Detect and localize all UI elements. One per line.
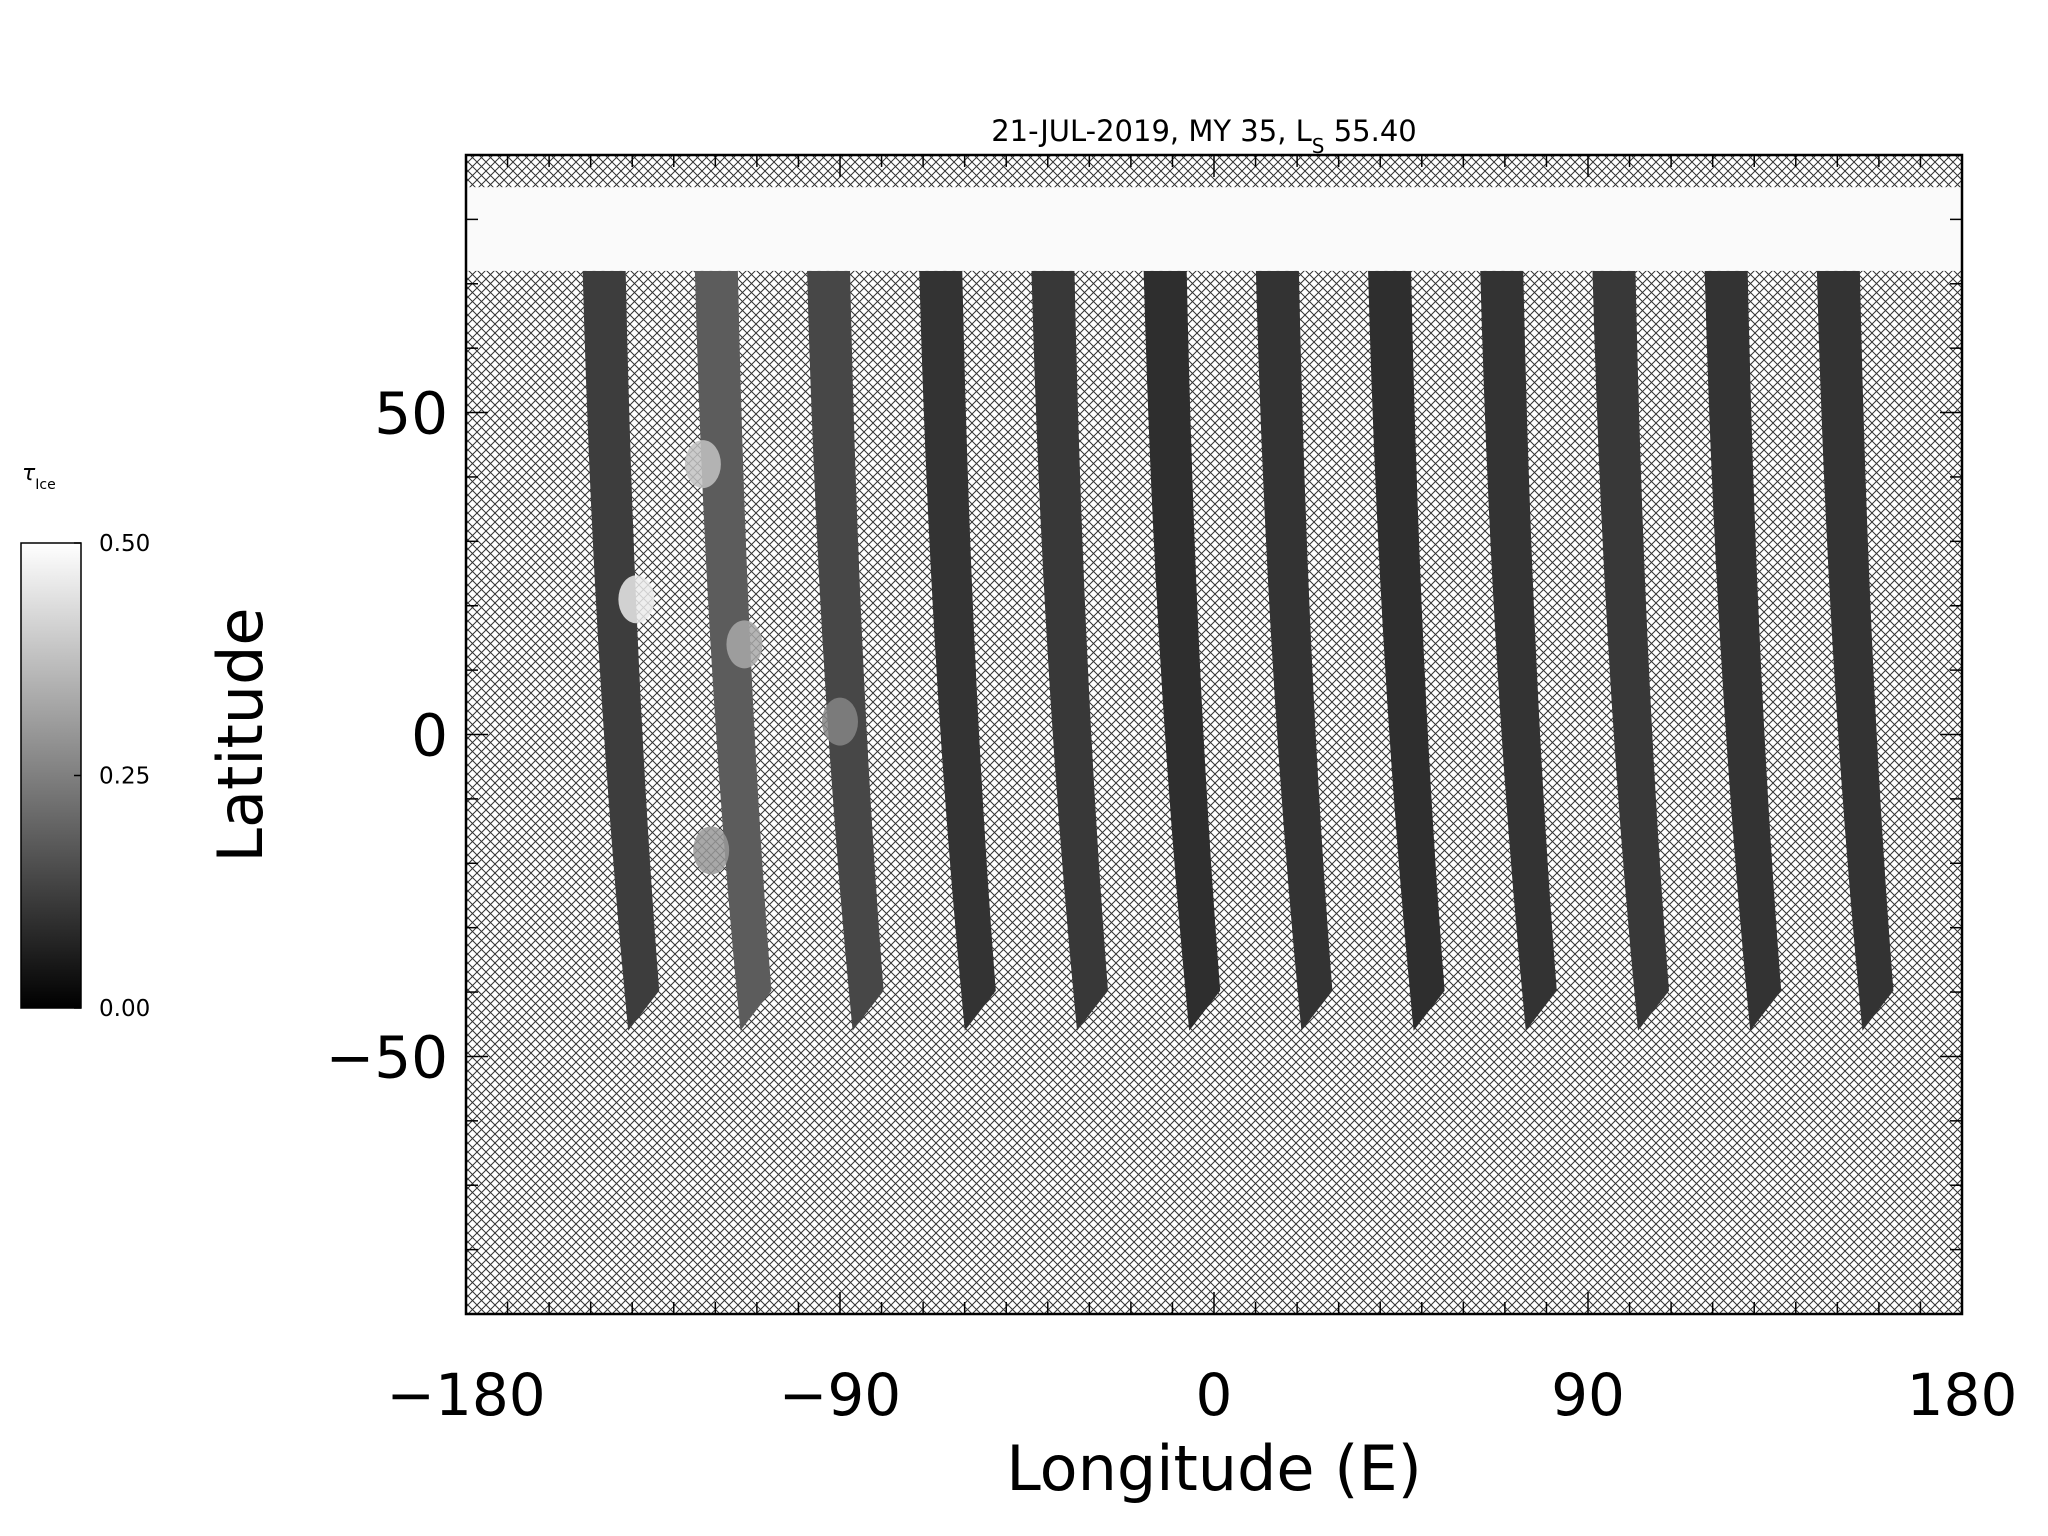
bright-feature-4 bbox=[693, 826, 730, 875]
x-tick-label: 90 bbox=[1551, 1361, 1625, 1429]
chart-title-main: 21-JUL-2019, MY 35, L bbox=[991, 114, 1312, 148]
chart-title: 21-JUL-2019, MY 35, LS 55.40 bbox=[991, 114, 1417, 158]
swath-4 bbox=[919, 270, 996, 1031]
swath-12 bbox=[1816, 270, 1894, 1031]
y-tick-label: −50 bbox=[326, 1023, 448, 1091]
colorbar: τIce 0.00 0.25 0.50 bbox=[20, 461, 150, 1022]
colorbar-tick-label: 0.00 bbox=[99, 996, 150, 1022]
bright-feature-5 bbox=[822, 697, 858, 746]
swath-5 bbox=[1031, 270, 1109, 1031]
colorbar-tick-label: 0.25 bbox=[99, 764, 150, 790]
swath-layer bbox=[466, 187, 1962, 1031]
swath-11 bbox=[1704, 270, 1782, 1031]
plot-area bbox=[466, 155, 1962, 1314]
chart-title-subscript: S bbox=[1312, 134, 1325, 158]
x-tick-label: 0 bbox=[1196, 1361, 1233, 1429]
axis-ticks bbox=[465, 154, 1963, 1315]
colorbar-label: τIce bbox=[22, 461, 56, 493]
colorbar-label-symbol: τ bbox=[22, 461, 36, 486]
polar-cap-band bbox=[466, 187, 1962, 271]
swath-3 bbox=[807, 270, 884, 1031]
bright-feature-layer bbox=[618, 440, 858, 875]
swath-9 bbox=[1480, 270, 1557, 1031]
y-axis-label: Latitude bbox=[204, 607, 277, 862]
x-tick-label: −90 bbox=[779, 1361, 901, 1429]
colorbar-ramp bbox=[20, 542, 82, 1009]
swath-7 bbox=[1255, 270, 1333, 1031]
bright-feature-2 bbox=[684, 440, 721, 489]
chart-title-suffix: 55.40 bbox=[1325, 114, 1417, 148]
colorbar-label-subscript: Ice bbox=[35, 477, 55, 493]
swath-10 bbox=[1592, 270, 1670, 1031]
bright-feature-3 bbox=[726, 620, 763, 669]
y-tick-label: 0 bbox=[411, 702, 448, 770]
swath-8 bbox=[1368, 270, 1445, 1031]
y-tick-label: 50 bbox=[374, 380, 448, 448]
colorbar-ticks: 0.00 0.25 0.50 bbox=[74, 531, 150, 1022]
swath-1 bbox=[582, 270, 660, 1031]
axis-tick-labels: −180 −90 0 90 180 −50 0 50 bbox=[326, 380, 2018, 1429]
swath-6 bbox=[1143, 270, 1221, 1031]
x-tick-label: 180 bbox=[1907, 1361, 2018, 1429]
colorbar-tick-label: 0.50 bbox=[99, 531, 150, 557]
x-tick-label: −180 bbox=[386, 1361, 545, 1429]
bright-feature-1 bbox=[618, 575, 655, 624]
x-axis-label: Longitude (E) bbox=[1006, 1432, 1422, 1505]
